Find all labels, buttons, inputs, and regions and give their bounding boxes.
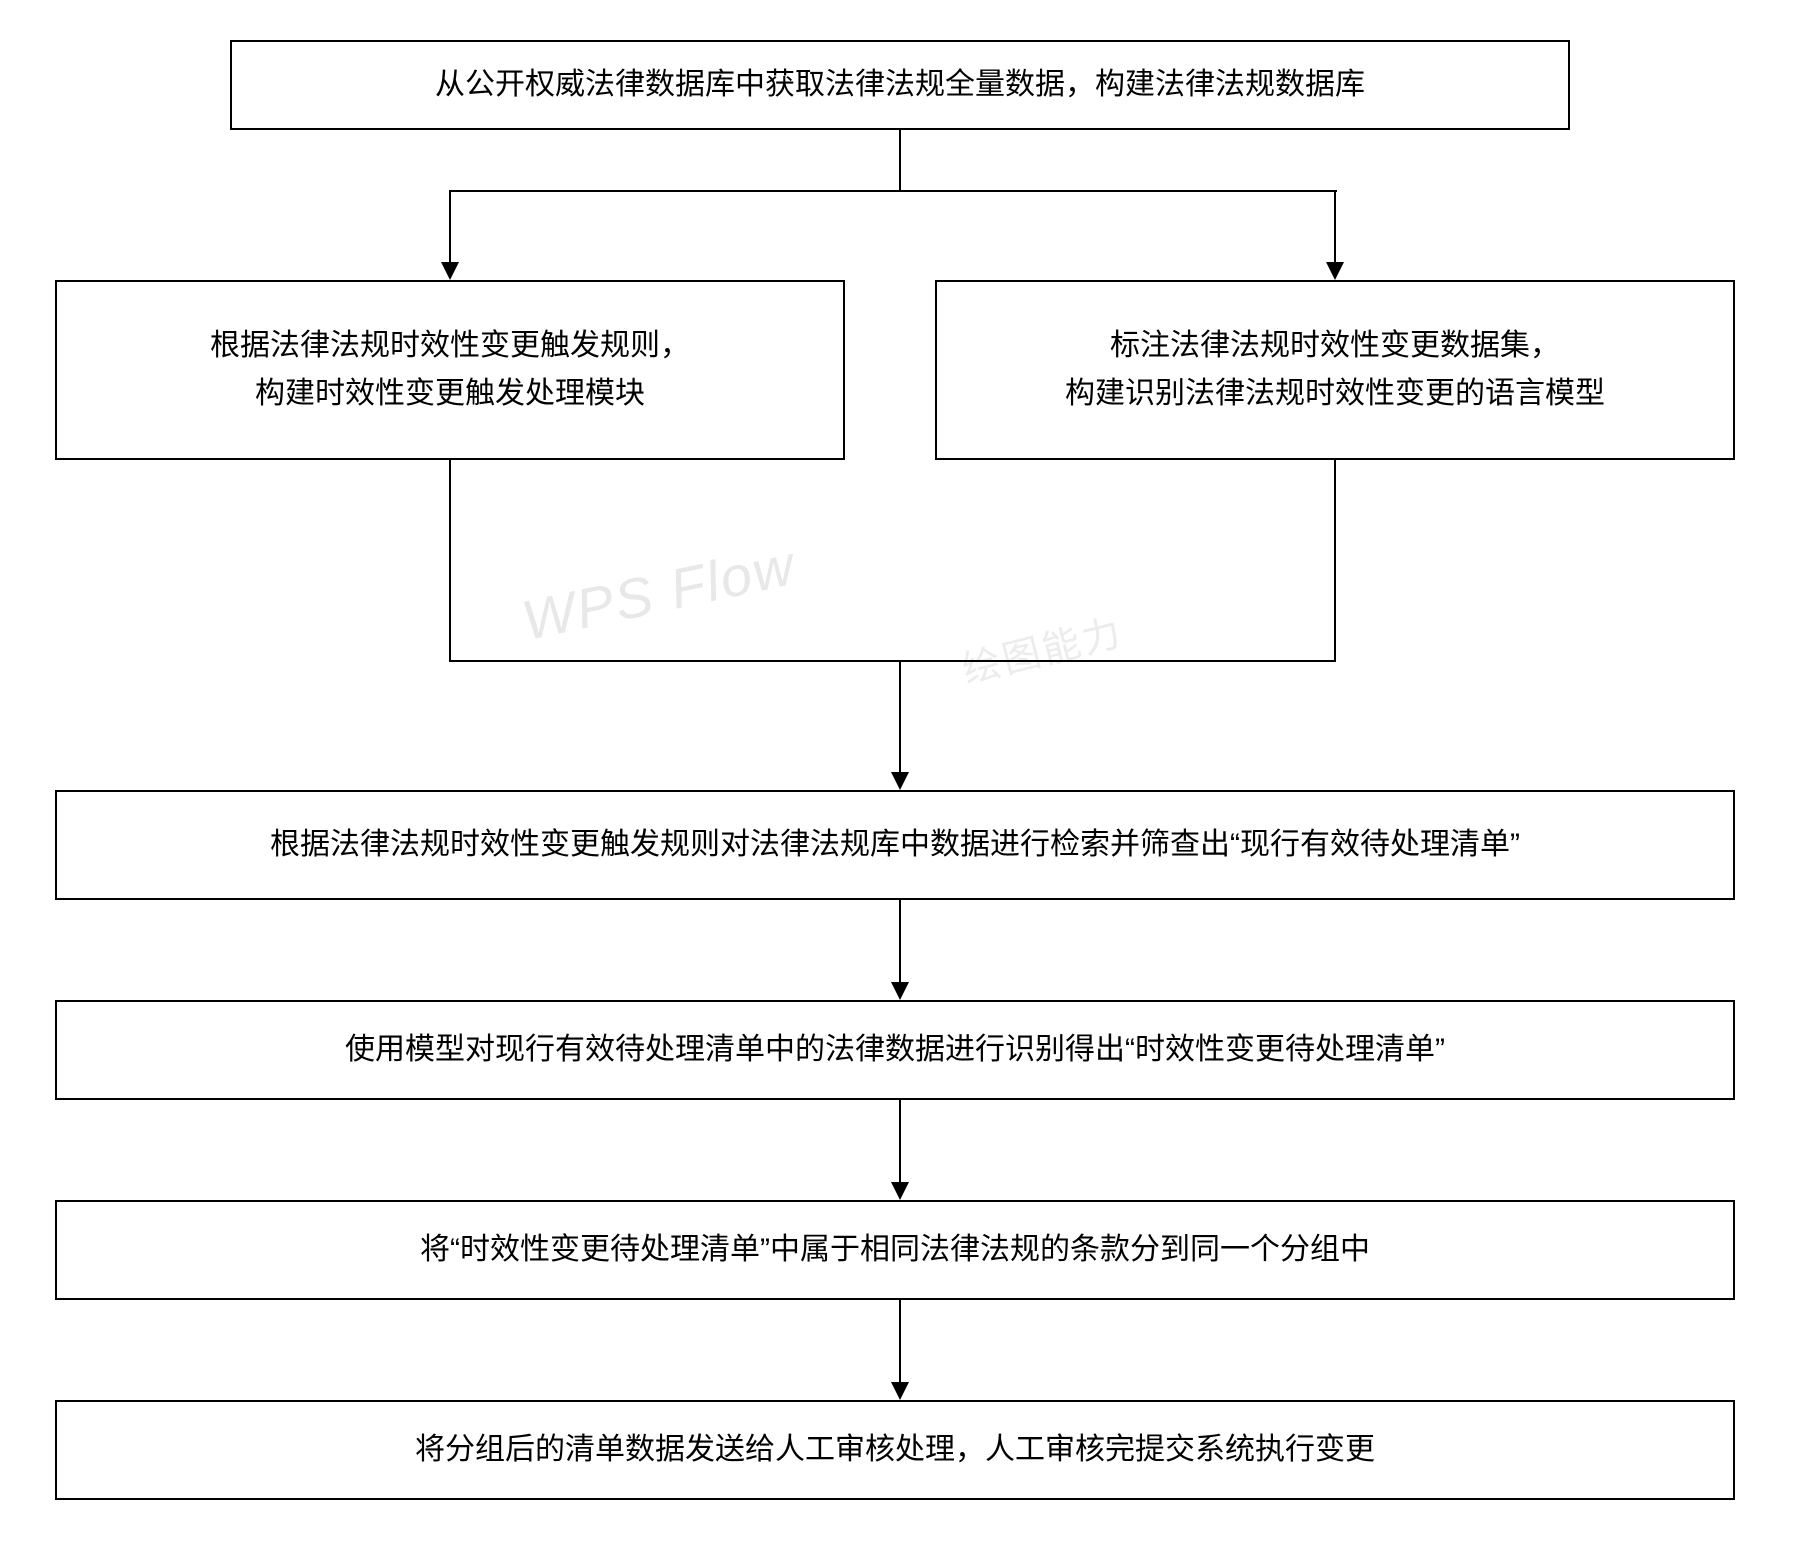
edge-e1-seg4 bbox=[1334, 190, 1336, 262]
node-n1: 从公开权威法律数据库中获取法律法规全量数据，构建法律法规数据库 bbox=[230, 40, 1570, 130]
edge-e1-seg1 bbox=[899, 130, 901, 190]
edge-e2-seg3 bbox=[449, 660, 1336, 662]
edge-e3-seg1 bbox=[899, 900, 901, 982]
node-n5: 将“时效性变更待处理清单”中属于相同法律法规的条款分到同一个分组中 bbox=[55, 1200, 1735, 1300]
edge-e1-arrow-left bbox=[441, 262, 459, 280]
edge-e2-arrow bbox=[891, 772, 909, 790]
node-n2b: 标注法律法规时效性变更数据集， 构建识别法律法规时效性变更的语言模型 bbox=[935, 280, 1735, 460]
node-n2a-line1: 根据法律法规时效性变更触发规则， bbox=[210, 322, 690, 370]
edge-e1-seg3 bbox=[449, 190, 451, 262]
node-n5-line1: 将“时效性变更待处理清单”中属于相同法律法规的条款分到同一个分组中 bbox=[420, 1226, 1370, 1274]
node-n2a-line2: 构建时效性变更触发处理模块 bbox=[210, 370, 690, 418]
edge-e2-seg2 bbox=[1334, 460, 1336, 660]
node-n3-line1: 根据法律法规时效性变更触发规则对法律法规库中数据进行检索并筛查出“现行有效待处理… bbox=[270, 821, 1520, 869]
edge-e2-seg4 bbox=[899, 660, 901, 772]
node-n2a: 根据法律法规时效性变更触发规则， 构建时效性变更触发处理模块 bbox=[55, 280, 845, 460]
watermark-wps: WPS Flow bbox=[516, 532, 801, 653]
node-n6: 将分组后的清单数据发送给人工审核处理，人工审核完提交系统执行变更 bbox=[55, 1400, 1735, 1500]
watermark-extra: 绘图能力 bbox=[956, 601, 1128, 694]
edge-e3-arrow bbox=[891, 982, 909, 1000]
node-n3: 根据法律法规时效性变更触发规则对法律法规库中数据进行检索并筛查出“现行有效待处理… bbox=[55, 790, 1735, 900]
node-n4: 使用模型对现行有效待处理清单中的法律数据进行识别得出“时效性变更待处理清单” bbox=[55, 1000, 1735, 1100]
edge-e5-arrow bbox=[891, 1382, 909, 1400]
edge-e4-arrow bbox=[891, 1182, 909, 1200]
edge-e1-seg2 bbox=[450, 190, 1337, 192]
node-n1-line1: 从公开权威法律数据库中获取法律法规全量数据，构建法律法规数据库 bbox=[435, 61, 1365, 109]
node-n4-line1: 使用模型对现行有效待处理清单中的法律数据进行识别得出“时效性变更待处理清单” bbox=[345, 1026, 1445, 1074]
edge-e1-arrow-right bbox=[1326, 262, 1344, 280]
edge-e2-seg1 bbox=[449, 460, 451, 660]
edge-e5-seg1 bbox=[899, 1300, 901, 1382]
node-n2b-line1: 标注法律法规时效性变更数据集， bbox=[1065, 322, 1605, 370]
node-n6-line1: 将分组后的清单数据发送给人工审核处理，人工审核完提交系统执行变更 bbox=[415, 1426, 1375, 1474]
edge-e4-seg1 bbox=[899, 1100, 901, 1182]
node-n2b-line2: 构建识别法律法规时效性变更的语言模型 bbox=[1065, 370, 1605, 418]
